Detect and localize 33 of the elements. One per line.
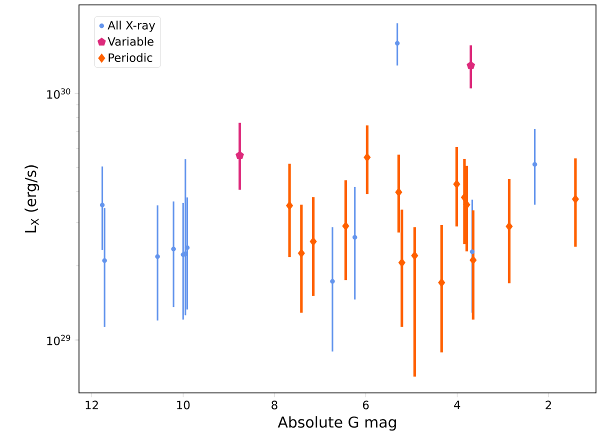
y-tick-label: 10$^{30}$ [47,88,70,99]
point [572,194,580,204]
y-tick-label: 10$^{29}$ [47,334,70,346]
x-tick-label: 12 [86,400,98,410]
x-tick-label: 2 [546,400,551,410]
point [102,258,107,263]
point [330,278,335,284]
legend-label: Variable [108,36,154,46]
point [466,61,476,70]
point [236,151,244,160]
point [470,255,477,265]
x-tick-label: 4 [454,400,460,410]
point [394,40,400,46]
point [184,245,190,250]
x-tick-label: 6 [362,400,369,410]
point [171,246,176,252]
legend-label: Periodic [108,53,152,62]
point [460,192,468,202]
point [155,254,160,259]
legend-label: All X-ray [108,20,156,32]
x-tick-label: 8 [272,400,278,410]
point [352,234,358,240]
point [411,250,418,260]
point [364,152,371,162]
point [470,249,475,254]
point [100,202,105,208]
x-tick-label: 10 [177,400,190,410]
point [532,162,538,167]
point [398,258,406,268]
x-axis-title: Absolute G mag [278,416,396,431]
point [286,200,294,210]
point [438,278,446,288]
y-axis-title: L$_{X}$ (erg/s) [24,165,40,232]
